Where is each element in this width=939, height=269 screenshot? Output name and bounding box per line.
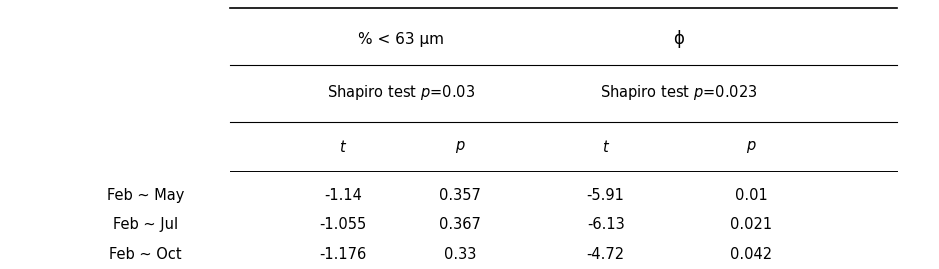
Text: 0.357: 0.357 [439,187,481,203]
Text: 0.021: 0.021 [731,217,772,232]
Text: Shapiro test $p$=0.023: Shapiro test $p$=0.023 [600,83,757,102]
Text: 0.33: 0.33 [444,247,476,262]
Text: ϕ: ϕ [673,30,684,48]
Text: 0.367: 0.367 [439,217,481,232]
Text: % < 63 μm: % < 63 μm [359,31,444,47]
Text: Feb ~ Oct: Feb ~ Oct [109,247,182,262]
Text: Feb ~ Jul: Feb ~ Jul [113,217,178,232]
Text: $\it{t}$: $\it{t}$ [602,139,609,155]
Text: -1.14: -1.14 [324,187,362,203]
Text: -1.055: -1.055 [319,217,366,232]
Text: -1.176: -1.176 [319,247,366,262]
Text: -4.72: -4.72 [587,247,624,262]
Text: Feb ~ May: Feb ~ May [107,187,184,203]
Text: $\it{p}$: $\it{p}$ [746,139,757,155]
Text: -6.13: -6.13 [587,217,624,232]
Text: $\it{t}$: $\it{t}$ [339,139,346,155]
Text: 0.01: 0.01 [735,187,767,203]
Text: Shapiro test $p$=0.03: Shapiro test $p$=0.03 [328,83,475,102]
Text: -5.91: -5.91 [587,187,624,203]
Text: $\it{p}$: $\it{p}$ [454,139,466,155]
Text: 0.042: 0.042 [731,247,772,262]
